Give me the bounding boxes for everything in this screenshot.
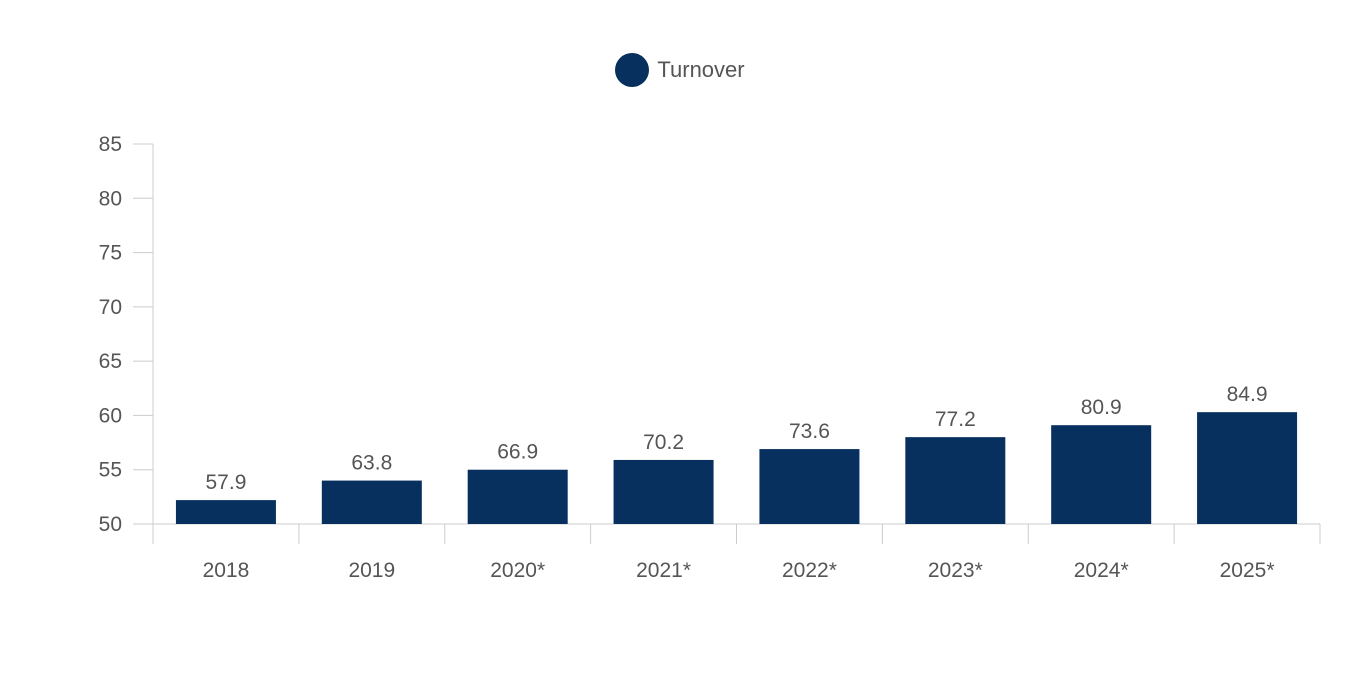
y-tick-label: 70: [99, 296, 122, 319]
bar: [175, 500, 276, 524]
legend-swatch-icon[interactable]: [615, 53, 650, 87]
bar: [613, 459, 714, 524]
data-label: 80.9: [1081, 396, 1122, 419]
x-tick-label: 2025*: [1220, 559, 1275, 582]
legend: Turnover: [0, 53, 1360, 87]
data-label: 66.9: [497, 441, 538, 464]
x-tick-label: 2021*: [636, 559, 691, 582]
x-tick-label: 2022*: [782, 559, 837, 582]
data-label: 73.6: [789, 420, 830, 443]
x-tick-label: 2018: [203, 559, 250, 582]
bar: [1051, 425, 1152, 524]
y-tick-label: 75: [99, 242, 122, 265]
y-tick-label: 55: [99, 459, 122, 482]
y-tick-label: 60: [99, 404, 122, 427]
data-label: 63.8: [351, 452, 392, 475]
data-label: 70.2: [643, 431, 684, 454]
x-tick-label: 2023*: [928, 559, 983, 582]
y-tick-label: 85: [99, 133, 122, 156]
y-tick-label: 80: [99, 187, 122, 210]
y-tick-label: 65: [99, 350, 122, 373]
x-tick-label: 2020*: [490, 559, 545, 582]
data-label: 77.2: [935, 408, 976, 431]
y-tick-label: 50: [99, 513, 122, 536]
bar: [1197, 412, 1298, 524]
data-label: 57.9: [206, 471, 247, 494]
x-tick-label: 2024*: [1074, 559, 1129, 582]
x-tick-label: 2019: [348, 559, 395, 582]
bar: [467, 469, 568, 524]
bar: [905, 437, 1006, 524]
bar: [321, 480, 422, 524]
data-label: 84.9: [1227, 383, 1268, 406]
legend-label[interactable]: Turnover: [657, 57, 745, 82]
bar: [759, 449, 860, 524]
